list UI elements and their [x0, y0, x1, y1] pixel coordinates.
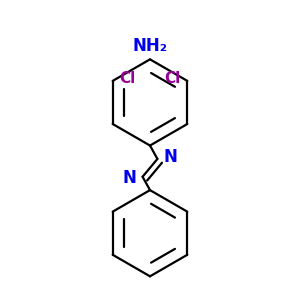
- Text: N: N: [164, 148, 178, 166]
- Text: NH₂: NH₂: [133, 37, 167, 55]
- Text: Cl: Cl: [164, 71, 181, 86]
- Text: Cl: Cl: [119, 71, 136, 86]
- Text: N: N: [122, 169, 136, 187]
